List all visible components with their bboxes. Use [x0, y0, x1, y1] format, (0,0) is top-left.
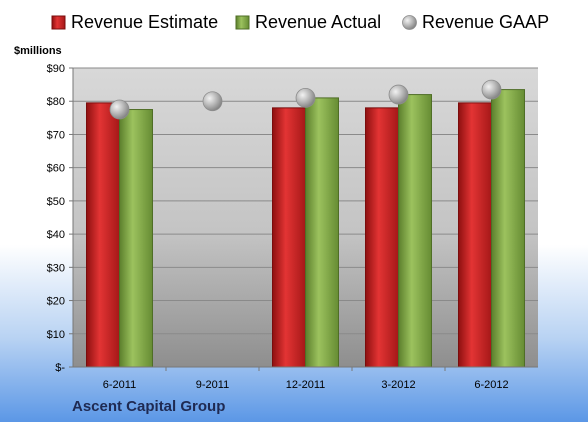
- estimate-bar-6-2011: [86, 102, 120, 368]
- actual-bar-12-2011: [305, 97, 339, 368]
- estimate-bar-6-2012: [458, 102, 492, 368]
- company-name: Ascent Capital Group: [72, 398, 225, 415]
- y-tick-label: $70: [47, 129, 65, 141]
- legend-swatch-2: [402, 15, 417, 30]
- legend-swatch-1: [235, 15, 250, 30]
- legend-label-0: Revenue Estimate: [71, 12, 218, 32]
- y-tick-label: $90: [47, 63, 65, 75]
- x-tick-label: 3-2012: [381, 379, 415, 391]
- gaap-marker-6-2012: [481, 79, 502, 100]
- gaap-markers: [109, 79, 502, 120]
- y-tick-label: $10: [47, 329, 65, 341]
- legend-label-1: Revenue Actual: [255, 12, 381, 32]
- y-tick-label: $30: [47, 262, 65, 274]
- y-tick-label: $60: [47, 163, 65, 175]
- y-tick-label: $80: [47, 96, 65, 108]
- x-tick-label: 12-2011: [286, 379, 326, 391]
- estimate-bar-3-2012: [365, 107, 399, 368]
- y-axis-unit-label: $millions: [14, 45, 62, 57]
- legend-label-2: Revenue GAAP: [422, 12, 549, 32]
- gaap-marker-3-2012: [388, 84, 409, 105]
- x-tick-label: 9-2011: [196, 379, 229, 391]
- bars: [86, 89, 525, 368]
- y-tick-label: $-: [55, 362, 65, 374]
- x-tick-label: 6-2012: [474, 379, 508, 391]
- actual-bar-6-2012: [491, 89, 525, 368]
- gaap-marker-6-2011: [109, 99, 130, 120]
- y-tick-label: $50: [47, 196, 65, 208]
- legend-swatch-0: [51, 15, 66, 30]
- gaap-marker-9-2011: [202, 91, 223, 112]
- y-tick-label: $20: [47, 296, 65, 308]
- estimate-bar-12-2011: [272, 107, 306, 368]
- actual-bar-3-2012: [398, 94, 432, 368]
- actual-bar-6-2011: [119, 109, 153, 368]
- y-tick-label: $40: [47, 229, 65, 241]
- gaap-marker-12-2011: [295, 88, 316, 108]
- x-tick-label: 6-2011: [103, 379, 136, 391]
- axes: $- $10 $20 $30 $40 $50 $60 $70 $80 $90 6-2011 9-201…: [47, 63, 538, 391]
- legend: Revenue Estimate Revenue Actual Revenue GA…: [51, 12, 549, 32]
